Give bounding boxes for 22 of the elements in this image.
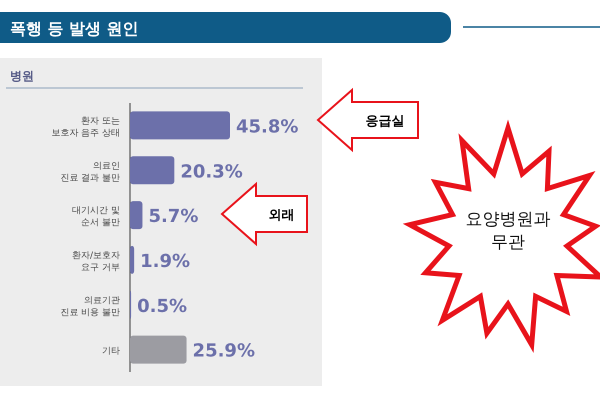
y-tick-label: 환자/보호자 요구 거부 (72, 250, 120, 273)
chart-title: 폭행 등 발생 원인 (10, 19, 139, 38)
bar (130, 111, 230, 140)
y-tick-label: 기타 (102, 346, 120, 357)
bar (130, 336, 187, 364)
text: 응급실 (366, 114, 404, 129)
data-label: 1.9% (140, 250, 190, 272)
bar (130, 201, 142, 230)
data-label: 45.8% (236, 116, 298, 138)
y-tick-label: 환자 또는 보호자 음주 상태 (51, 116, 120, 138)
bar (130, 246, 134, 274)
y-tick-label: 의료인 진료 결과 불만 (60, 161, 120, 184)
bar (130, 156, 174, 184)
data-label: 0.5% (137, 296, 188, 317)
text: 외래 (268, 208, 294, 223)
data-label: 25.9% (192, 340, 256, 362)
data-label: 5.7% (148, 206, 198, 228)
data-label: 20.3% (180, 161, 243, 182)
text: 요양병원과 무관 (466, 210, 550, 252)
text: 병원 (10, 69, 34, 83)
y-tick-label: 의료기관 진료 비용 불만 (60, 296, 120, 318)
y-tick-label: 대기시간 및 순서 불만 (72, 206, 120, 228)
